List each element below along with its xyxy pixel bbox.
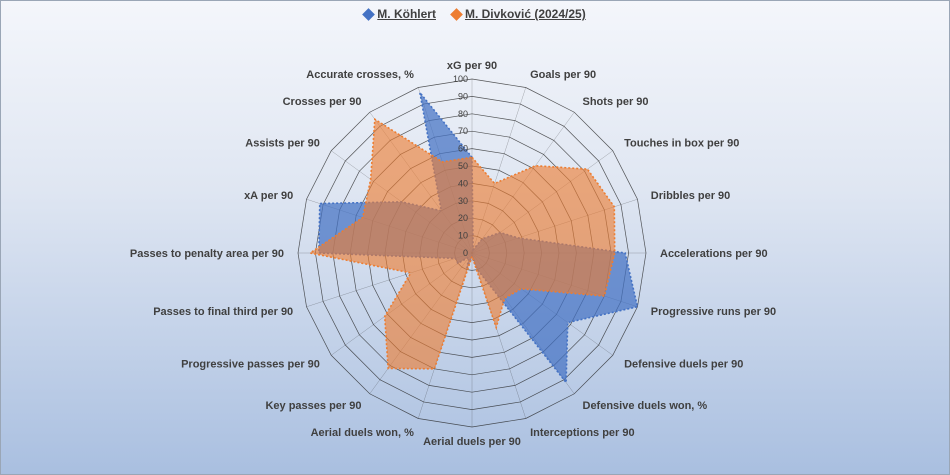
axis-label: Goals per 90 bbox=[530, 69, 596, 81]
axis-label: Key passes per 90 bbox=[265, 400, 361, 412]
axis-label: Passes to final third per 90 bbox=[153, 306, 293, 318]
axis-label: Accurate crosses, % bbox=[306, 69, 414, 81]
tick-label: 70 bbox=[458, 126, 468, 136]
legend-label-series-1: M. Köhlert bbox=[377, 7, 436, 21]
series-area-2 bbox=[308, 117, 616, 370]
tick-label: 20 bbox=[458, 213, 468, 223]
axis-label: xG per 90 bbox=[447, 60, 497, 72]
axis-label: Shots per 90 bbox=[583, 96, 649, 108]
legend-item-series-2: M. Divković (2024/25) bbox=[450, 7, 586, 21]
axis-label: Passes to penalty area per 90 bbox=[130, 248, 284, 260]
axis-label: Touches in box per 90 bbox=[624, 137, 739, 149]
tick-label: 50 bbox=[458, 161, 468, 171]
tick-label: 60 bbox=[458, 144, 468, 154]
tick-label: 100 bbox=[453, 74, 468, 84]
tick-label: 80 bbox=[458, 109, 468, 119]
grid-ring-100 bbox=[297, 78, 647, 428]
axis-label: Aerial duels won, % bbox=[311, 427, 415, 439]
legend-item-series-1: M. Köhlert bbox=[362, 7, 436, 21]
tick-label: 10 bbox=[458, 231, 468, 241]
axis-label: Defensive duels per 90 bbox=[624, 359, 743, 371]
axis-label: Progressive passes per 90 bbox=[181, 359, 320, 371]
axis-label: Aerial duels per 90 bbox=[423, 436, 521, 448]
axis-label: Defensive duels won, % bbox=[583, 400, 708, 412]
tick-label: 0 bbox=[463, 248, 468, 258]
axis-label: Accelerations per 90 bbox=[660, 248, 768, 260]
axis-label: Dribbles per 90 bbox=[651, 190, 730, 202]
axis-label: xA per 90 bbox=[244, 190, 293, 202]
axis-label: Crosses per 90 bbox=[283, 96, 362, 108]
axis-label: Assists per 90 bbox=[245, 137, 320, 149]
axis-label: Progressive runs per 90 bbox=[651, 306, 776, 318]
tick-label: 90 bbox=[458, 91, 468, 101]
grid-ring-90 bbox=[315, 96, 629, 410]
legend-label-series-2: M. Divković (2024/25) bbox=[464, 7, 586, 21]
legend: M. Köhlert M. Divković (2024/25) bbox=[0, 7, 950, 21]
tick-label: 40 bbox=[458, 178, 468, 188]
axis-label: Interceptions per 90 bbox=[530, 427, 635, 439]
tick-label: 30 bbox=[458, 196, 468, 206]
